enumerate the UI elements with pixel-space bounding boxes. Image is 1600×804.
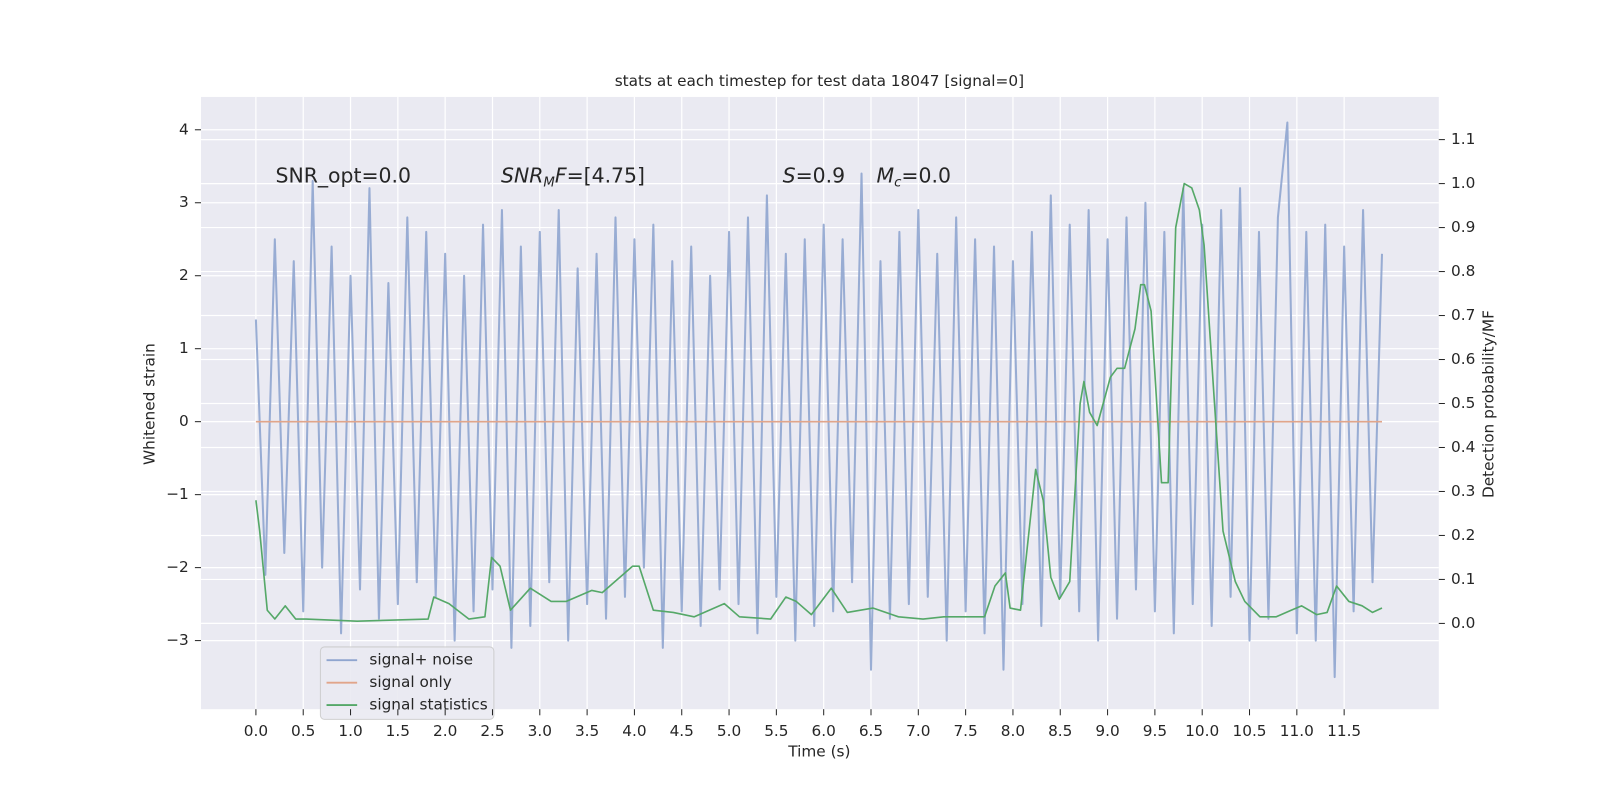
annotation-part: SNR_opt=0.0 <box>276 164 412 189</box>
annotations: SNR_opt=0.0 SNRMF=[4.75] S=0.9 Mc=0.0 <box>276 164 951 191</box>
x-tick-label: 6.5 <box>859 722 883 740</box>
x-tick-label: 9.0 <box>1095 722 1119 740</box>
y2-tick-label: 0.1 <box>1451 570 1475 588</box>
y-tick-label: 0 <box>179 412 189 430</box>
y2-tick-label: 1.0 <box>1451 174 1475 192</box>
y-tick-label: 2 <box>179 266 189 284</box>
legend: signal+ noise signal only signal statistic… <box>319 646 495 720</box>
y2-axis-label: Detection probability/MF <box>1479 310 1497 498</box>
annotation-part: M <box>877 164 895 188</box>
x-tick-label: 7.0 <box>906 722 930 740</box>
annotation: Mc=0.0 <box>877 164 951 191</box>
legend-box <box>319 646 495 720</box>
annotation-part: F <box>555 164 567 188</box>
x-tick-label: 10.0 <box>1185 722 1219 740</box>
x-tick-label: 4.5 <box>670 722 694 740</box>
x-tick-label: 1.5 <box>386 722 410 740</box>
x-tick-label: 3.5 <box>575 722 599 740</box>
x-tick-label: 8.5 <box>1048 722 1072 740</box>
x-tick-label: 1.0 <box>338 722 362 740</box>
annotation-part: S <box>783 164 796 188</box>
x-tick-label: 5.0 <box>717 722 741 740</box>
y2-tick-label: 0.7 <box>1451 306 1475 324</box>
x-tick-label: 10.5 <box>1232 722 1266 740</box>
y-tick-label: 4 <box>179 120 189 138</box>
y2-tick-label: 0.0 <box>1451 614 1475 632</box>
y2-tick-label: 0.3 <box>1451 482 1475 500</box>
x-tick-label: 2.0 <box>433 722 457 740</box>
y-tick-label: 1 <box>179 339 189 357</box>
annotation-part: M <box>543 176 555 191</box>
annotation-part: =[4.75] <box>567 164 645 188</box>
y2-tick-label: 1.1 <box>1451 130 1475 148</box>
legend-label: signal statistics <box>369 696 487 714</box>
x-tick-label: 7.5 <box>953 722 977 740</box>
x-tick-label: 2.5 <box>480 722 504 740</box>
annotation-part: SNR <box>501 164 543 188</box>
y-axis-label: Whitened strain <box>141 343 159 465</box>
y-tick-label: 3 <box>179 193 189 211</box>
y2-tick-label: 0.2 <box>1451 526 1475 544</box>
legend-label: signal only <box>369 673 451 691</box>
y-tick-label: −2 <box>166 558 189 576</box>
series-line <box>255 182 1383 623</box>
y-tick-label: −3 <box>166 631 189 649</box>
y-tick-label: −1 <box>166 485 189 503</box>
annotation-part: c <box>894 176 902 191</box>
x-tick-label: 9.5 <box>1143 722 1167 740</box>
x-tick-label: 3.0 <box>528 722 552 740</box>
annotation-part: =0.0 <box>901 164 951 188</box>
x-tick-label: 0.0 <box>244 722 268 740</box>
y2-tick-label: 0.5 <box>1451 394 1475 412</box>
x-tick-label: 4.0 <box>622 722 646 740</box>
x-tick-label: 5.5 <box>764 722 788 740</box>
x-tick-label: 11.5 <box>1327 722 1361 740</box>
annotation: S=0.9 <box>783 164 845 188</box>
x-tick-label: 8.0 <box>1001 722 1025 740</box>
y2-tick-label: 0.4 <box>1451 438 1475 456</box>
annotation-part: =0.9 <box>796 164 846 188</box>
annotation: SNR_opt=0.0 <box>276 164 412 189</box>
x-tick-label: 11.0 <box>1280 722 1314 740</box>
y2-tick-label: 0.8 <box>1451 262 1475 280</box>
series-line <box>254 121 1384 679</box>
legend-label: signal+ noise <box>369 651 473 669</box>
chart-title: stats at each timestep for test data 180… <box>615 72 1024 90</box>
x-axis-label: Time (s) <box>787 743 850 761</box>
x-tick-label: 0.5 <box>291 722 315 740</box>
annotation: SNRMF=[4.75] <box>501 164 645 191</box>
y2-tick-label: 0.9 <box>1451 218 1475 236</box>
y2-tick-label: 0.6 <box>1451 350 1475 368</box>
plot-lines <box>254 121 1384 679</box>
x-tick-label: 6.0 <box>812 722 836 740</box>
